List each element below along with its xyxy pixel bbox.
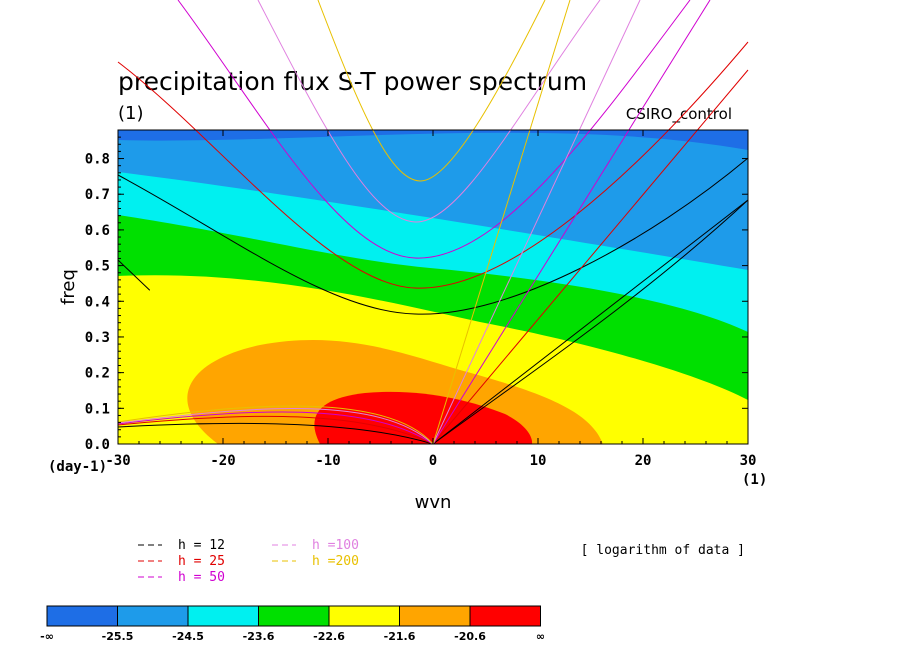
curve-h25-low <box>117 415 434 444</box>
model-label: CSIRO_control <box>626 105 732 124</box>
chart-title: precipitation flux S-T power spectrum <box>118 67 587 96</box>
x-tick-label: -10 <box>315 453 340 469</box>
colorbar-label: -23.6 <box>243 630 275 643</box>
curve-h12-ig <box>117 259 150 291</box>
chart-subtitle: (1) <box>118 103 144 124</box>
legend-label: h =100 <box>312 538 359 553</box>
colorbar-swatch <box>46 605 118 627</box>
y-tick-label: 0.5 <box>85 259 110 275</box>
curve-h25-er <box>117 41 749 289</box>
colorbar-swatch <box>117 605 189 627</box>
y-tick-label: 0.1 <box>85 401 110 417</box>
curve-h12-low <box>117 422 434 444</box>
curve-h50-low <box>117 411 434 444</box>
colorbar-label: ∞ <box>536 630 545 643</box>
contour-fill <box>118 130 748 444</box>
colorbar-swatch <box>399 605 471 627</box>
x-tick-label: 20 <box>635 453 652 469</box>
x-axis-title: wvn <box>415 492 452 513</box>
dispersion-curves <box>117 0 749 444</box>
x-tick-label: -30 <box>105 453 130 469</box>
y-tick-label: 0.4 <box>85 294 110 310</box>
y-axis-title: freq <box>58 269 79 305</box>
curve-h200-kelvin <box>432 0 571 444</box>
curve-h200-er <box>317 0 546 182</box>
colorbar-swatch <box>258 605 330 627</box>
colorbar-label: -24.5 <box>172 630 204 643</box>
x-tick-label: 0 <box>429 453 437 469</box>
x-unit-label: (1) <box>742 472 767 488</box>
y-tick-label: 0.0 <box>85 437 110 453</box>
x-tick-label: -20 <box>210 453 235 469</box>
y-tick-label: 0.8 <box>85 152 110 168</box>
curve-h100-low <box>117 408 434 444</box>
legend-label: h = 12 <box>178 538 225 553</box>
colorbar: -∞ -25.5 -24.5 -23.6 -22.6 -21.6 -20.6 ∞ <box>40 605 545 643</box>
legend-label: h = 50 <box>178 570 225 585</box>
curve-h12-mrg <box>432 199 749 444</box>
x-axis: -30 -20 -10 0 10 20 30 <box>105 130 756 469</box>
colorbar-label: -25.5 <box>102 630 134 643</box>
x-tick-label: 10 <box>530 453 547 469</box>
curve-h100-er <box>257 0 601 223</box>
y-tick-label: 0.6 <box>85 223 110 239</box>
curve-h12-er <box>117 157 749 315</box>
y-tick-label: 0.2 <box>85 366 110 382</box>
curve-h12-kelvin <box>432 199 749 444</box>
colorbar-swatch <box>328 605 400 627</box>
legend-label: h = 25 <box>178 554 225 569</box>
colorbar-label: -22.6 <box>313 630 345 643</box>
curve-h100-kelvin <box>432 0 641 444</box>
y-tick-label: 0.7 <box>85 187 110 203</box>
colorbar-swatch <box>187 605 259 627</box>
colorbar-label: -20.6 <box>454 630 486 643</box>
colorbar-swatch <box>469 605 541 627</box>
curve-h50-kelvin <box>432 0 711 444</box>
curve-h200-low <box>117 405 434 444</box>
y-axis: 0.0 0.1 0.2 0.3 0.4 0.5 0.6 0.7 0.8 <box>85 129 748 453</box>
colorbar-label: -21.6 <box>384 630 416 643</box>
y-unit-label: (day-1) <box>48 459 107 475</box>
curve-h25-kelvin <box>432 69 749 444</box>
x-tick-label: 30 <box>740 453 757 469</box>
y-tick-label: 0.3 <box>85 330 110 346</box>
curve-h50-er <box>177 0 691 259</box>
colorbar-label: -∞ <box>40 630 54 643</box>
legend-label: h =200 <box>312 554 359 569</box>
data-note: [ logarithm of data ] <box>581 543 745 558</box>
